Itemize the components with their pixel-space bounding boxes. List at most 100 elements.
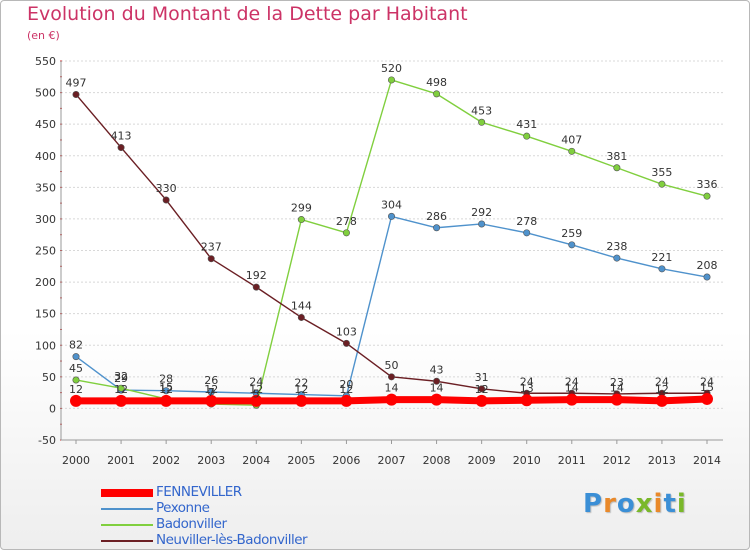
logo-letter: o: [616, 489, 636, 519]
data-label: 12: [339, 383, 353, 396]
data-point: [520, 394, 533, 407]
data-label: 208: [697, 259, 718, 272]
data-label: 14: [610, 382, 624, 395]
data-label: 12: [159, 383, 173, 396]
data-label: 336: [697, 178, 718, 191]
data-label: 237: [201, 241, 222, 254]
data-label: 14: [565, 382, 579, 395]
data-label: 381: [606, 150, 627, 163]
data-label: 278: [516, 215, 537, 228]
x-tick-label: 2009: [468, 454, 496, 467]
data-point: [658, 265, 666, 273]
legend-swatch: [101, 489, 153, 497]
data-label: 12: [114, 383, 128, 396]
y-tick-label: 500: [35, 87, 56, 100]
data-label: 24: [249, 375, 263, 388]
data-point: [252, 283, 260, 291]
legend-item: Badonviller: [101, 516, 401, 533]
data-point: [162, 387, 170, 395]
legend-swatch: [101, 508, 153, 510]
data-point: [433, 224, 441, 232]
data-label: 24: [700, 375, 714, 388]
y-tick-label: 150: [35, 308, 56, 321]
data-label: 20: [339, 378, 353, 391]
data-point: [342, 229, 350, 237]
y-tick-label: 50: [42, 371, 56, 384]
data-point: [340, 394, 353, 407]
x-tick-label: 2013: [648, 454, 676, 467]
data-label: 330: [156, 182, 177, 195]
data-label: 45: [69, 362, 83, 375]
data-label: 24: [565, 375, 579, 388]
logo-letter: x: [635, 489, 654, 519]
legend-swatch: [101, 524, 153, 526]
legend-label: FENNEVILLER: [156, 484, 242, 500]
data-point: [523, 132, 531, 140]
x-tick-label: 2005: [287, 454, 315, 467]
data-point: [565, 393, 578, 406]
data-label: 13: [520, 382, 534, 395]
data-label: 12: [249, 383, 263, 396]
data-point: [387, 373, 395, 381]
logo-letter: i: [676, 489, 687, 519]
data-point: [433, 90, 441, 98]
data-point: [160, 394, 173, 407]
data-label: 43: [430, 363, 444, 376]
data-label: 498: [426, 76, 447, 89]
data-point: [568, 147, 576, 155]
x-tick-label: 2003: [197, 454, 225, 467]
data-point: [610, 393, 623, 406]
logo-letter: i: [653, 489, 664, 519]
data-point: [115, 394, 128, 407]
data-point: [70, 394, 82, 407]
data-label: 278: [336, 215, 357, 228]
data-label: 192: [246, 269, 267, 282]
data-label: 12: [655, 383, 669, 396]
data-label: 23: [610, 376, 624, 389]
data-label: 22: [294, 377, 308, 390]
data-point: [478, 118, 486, 126]
data-label: 407: [561, 133, 582, 146]
data-point: [523, 229, 531, 237]
data-point: [387, 212, 395, 220]
data-label: 26: [204, 374, 218, 387]
data-label: 31: [475, 371, 489, 384]
x-tick-label: 2007: [378, 454, 406, 467]
legend-label: Pexonne: [156, 500, 210, 516]
data-point: [613, 254, 621, 262]
y-tick-label: 350: [35, 181, 56, 194]
x-tick-label: 2011: [558, 454, 586, 467]
data-label: 238: [606, 240, 627, 253]
data-point: [703, 273, 711, 281]
legend-swatch: [101, 540, 153, 542]
data-label: 299: [291, 202, 312, 215]
data-label: 5: [253, 387, 260, 400]
data-point: [162, 196, 170, 204]
data-label: 24: [520, 375, 534, 388]
data-label: 14: [385, 382, 399, 395]
x-tick-label: 2004: [242, 454, 270, 467]
data-label: 29: [114, 372, 128, 385]
data-point: [207, 255, 215, 263]
y-tick-label: -50: [38, 434, 56, 447]
logo-letter: P: [583, 489, 604, 519]
data-label: 12: [475, 383, 489, 396]
y-tick-label: 250: [35, 245, 56, 258]
data-point: [478, 220, 486, 228]
data-label: 413: [111, 130, 132, 143]
data-label: 292: [471, 206, 492, 219]
data-point: [658, 180, 666, 188]
y-tick-label: 200: [35, 276, 56, 289]
data-label: 12: [294, 383, 308, 396]
legend-label: Badonviller: [156, 516, 227, 532]
data-label: 221: [651, 251, 672, 264]
chart-title: Evolution du Montant de la Dette par Hab…: [27, 3, 468, 25]
data-point: [297, 216, 305, 224]
y-tick-label: 300: [35, 213, 56, 226]
data-label: 50: [385, 359, 399, 372]
data-point: [295, 394, 308, 407]
data-label: 355: [651, 166, 672, 179]
y-tick-label: 550: [35, 55, 56, 68]
